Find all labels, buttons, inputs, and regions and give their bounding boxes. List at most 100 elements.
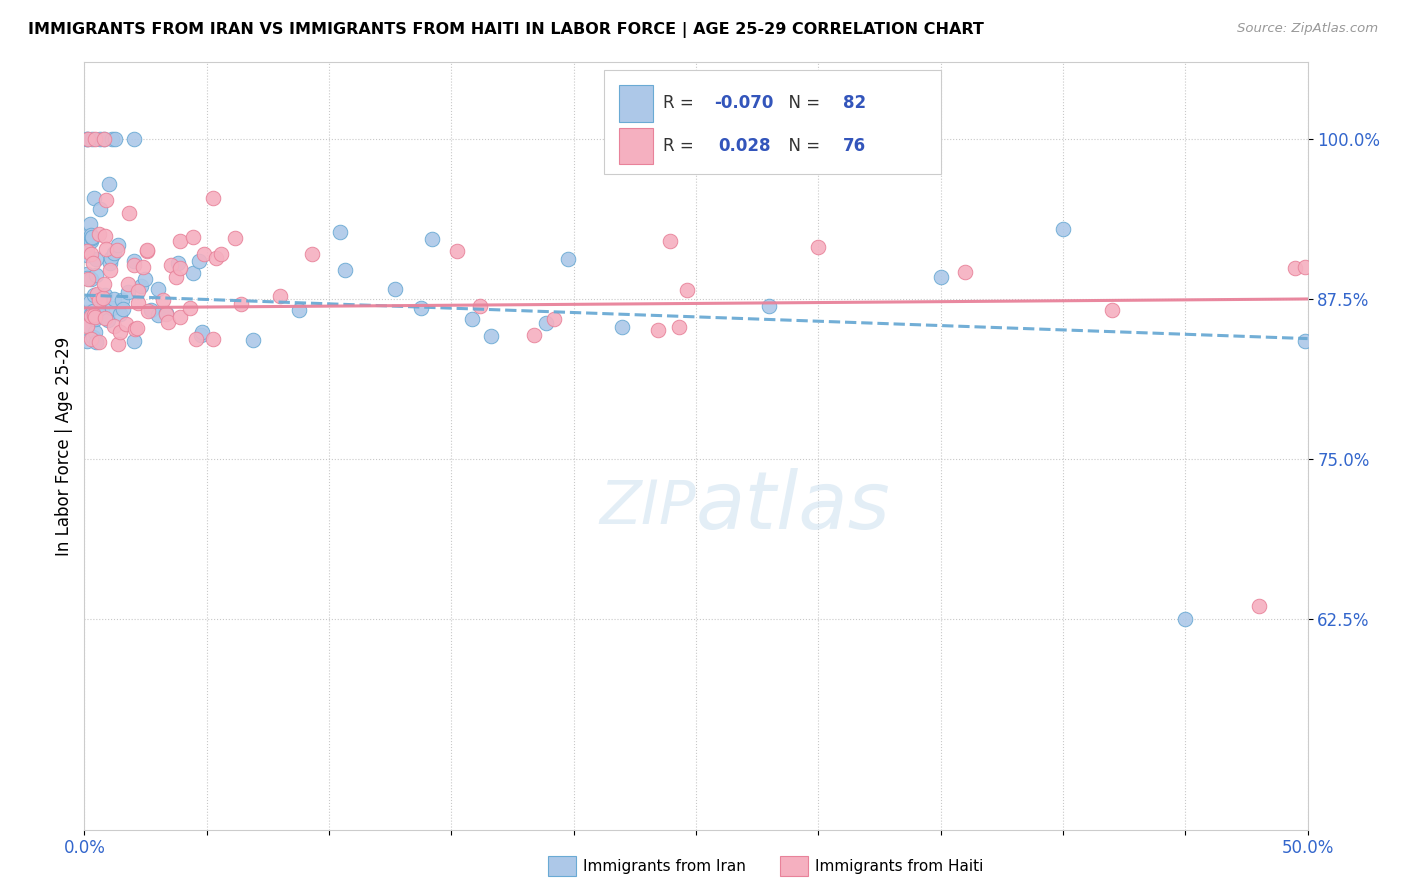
Point [127, 321, 149, 335]
Point [205, 251, 228, 265]
Point [79, 307, 101, 321]
Point [93, 132, 115, 146]
Point [134, 271, 156, 285]
Text: ZIP: ZIP [599, 478, 696, 537]
Point [84, 132, 107, 146]
Bar [619, 85, 654, 121]
Point [181, 230, 204, 244]
Point [929, 270, 952, 285]
Text: 0.028: 0.028 [718, 137, 770, 155]
Point [108, 325, 131, 339]
Text: N =: N = [778, 137, 825, 155]
Point [169, 234, 191, 248]
Point [118, 206, 141, 220]
Point [127, 295, 149, 310]
Point [167, 256, 190, 270]
Text: IMMIGRANTS FROM IRAN VS IMMIGRANTS FROM HAITI IN LABOR FORCE | AGE 25-29 CORRELA: IMMIGRANTS FROM IRAN VS IMMIGRANTS FROM … [28, 22, 984, 38]
FancyBboxPatch shape [605, 70, 941, 174]
Point [80, 247, 103, 261]
Point [658, 234, 681, 248]
Text: N =: N = [778, 94, 825, 112]
Point [100, 301, 122, 315]
Point [328, 225, 350, 239]
Point [1294, 334, 1316, 349]
Point [186, 332, 208, 346]
Point [122, 132, 145, 146]
Point [269, 289, 291, 303]
Point [93, 310, 115, 325]
Point [83, 310, 105, 324]
Point [84, 252, 107, 266]
Point [80, 333, 103, 347]
Point [84, 268, 107, 282]
Point [90, 304, 112, 318]
Point [111, 293, 134, 308]
Text: 82: 82 [842, 94, 866, 112]
Point [76, 267, 98, 281]
Point [76, 132, 98, 146]
Point [229, 297, 252, 311]
Point [136, 304, 159, 318]
Point [84, 325, 107, 339]
Point [101, 132, 124, 146]
Point [89, 334, 111, 349]
Point [420, 232, 443, 246]
Point [1247, 599, 1270, 613]
Text: Immigrants from Iran: Immigrants from Iran [583, 859, 747, 873]
Point [479, 329, 502, 343]
Point [557, 252, 579, 267]
Point [83, 288, 105, 302]
Text: Immigrants from Haiti: Immigrants from Haiti [815, 859, 984, 873]
Point [117, 285, 139, 299]
Point [83, 191, 105, 205]
Point [93, 277, 115, 291]
Point [470, 299, 492, 313]
Point [84, 334, 107, 349]
Point [129, 279, 152, 293]
Text: -0.070: -0.070 [714, 94, 773, 112]
Point [148, 308, 170, 322]
Point [93, 228, 115, 243]
Point [84, 310, 107, 324]
Point [676, 284, 699, 298]
Point [190, 327, 212, 342]
Point [169, 260, 191, 275]
Text: atlas: atlas [696, 468, 891, 547]
Point [80, 230, 103, 244]
Point [953, 265, 976, 279]
Point [124, 322, 146, 336]
Point [201, 332, 224, 346]
Point [1101, 303, 1123, 318]
Point [89, 308, 111, 322]
Point [104, 132, 127, 146]
Point [141, 302, 163, 317]
Text: 76: 76 [842, 137, 866, 155]
Point [80, 228, 103, 243]
Point [758, 299, 780, 313]
Point [108, 307, 131, 321]
Point [333, 262, 356, 277]
Point [301, 247, 323, 261]
Text: R =: R = [664, 94, 699, 112]
Point [165, 270, 187, 285]
Point [409, 301, 432, 315]
Point [76, 132, 98, 146]
Point [80, 132, 103, 146]
Point [107, 237, 129, 252]
Point [807, 240, 830, 254]
Point [91, 292, 114, 306]
Point [77, 237, 100, 252]
Point [668, 320, 690, 334]
Point [169, 310, 191, 325]
Point [100, 251, 122, 265]
Point [461, 312, 484, 326]
Point [97, 313, 120, 327]
Point [77, 232, 100, 246]
Point [543, 311, 565, 326]
Point [536, 316, 558, 330]
Point [76, 319, 98, 334]
Point [179, 301, 201, 315]
Point [96, 193, 118, 207]
Point [98, 262, 121, 277]
Point [136, 243, 159, 257]
